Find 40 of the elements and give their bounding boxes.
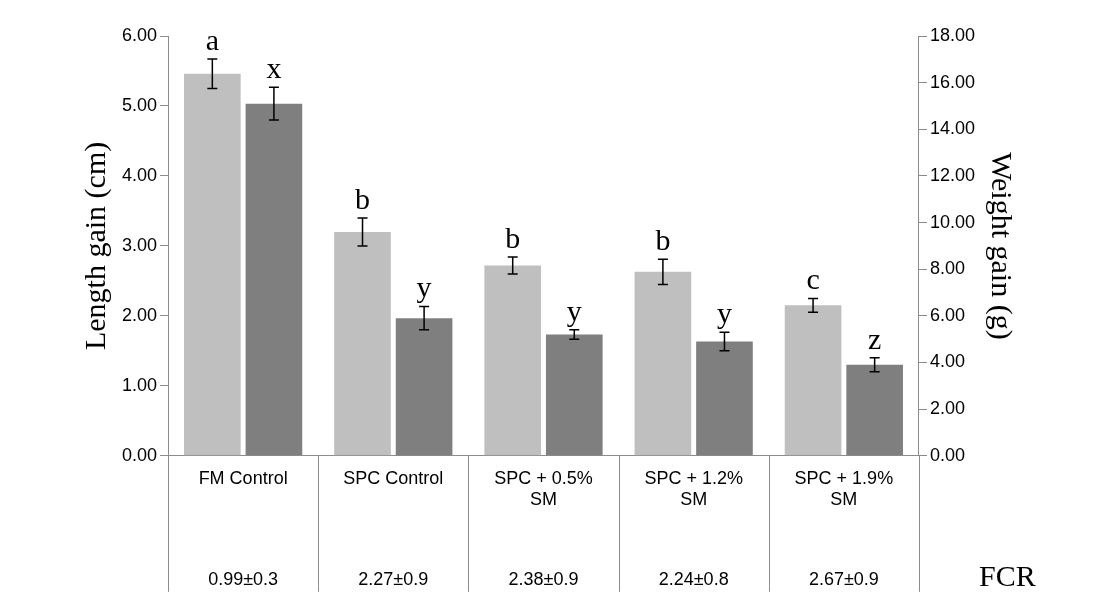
x-tick-label: SPC + 1.9% SM (794, 467, 894, 510)
y2-tick-label: 0.00 (929, 444, 965, 465)
data-label: y (566, 293, 582, 327)
data-label: y (716, 296, 732, 330)
data-label: x (266, 51, 282, 85)
data-label: y (416, 270, 432, 304)
y2-tick-label: 18.00 (929, 24, 975, 45)
data-label: b (355, 181, 371, 215)
y2-tick-label: 6.00 (929, 304, 965, 325)
text: 0.99±0.3 (208, 568, 279, 589)
y2-tick-label: 12.00 (929, 164, 975, 185)
text: 2.27±0.9 (358, 568, 429, 589)
data-label: b (655, 223, 671, 257)
text: 2.38±0.9 (508, 568, 579, 589)
y2-tick-label: 4.00 (929, 351, 965, 372)
y2-tick-label: 16.00 (929, 71, 975, 92)
x-tick-label: FM Control (198, 467, 288, 488)
y-tick-label: 3.00 (121, 234, 158, 255)
y-tick-label: 0.00 (121, 444, 158, 465)
y-tick-label: 2.00 (121, 304, 158, 325)
y-tick-label: 5.00 (121, 94, 158, 115)
y2-tick-label: 14.00 (929, 118, 975, 139)
x-tick-label: SPC Control (343, 467, 444, 488)
y2-tick-label: 8.00 (929, 258, 965, 279)
y-tick-label: 1.00 (121, 374, 158, 395)
y2-tick-label: 2.00 (929, 398, 965, 419)
data-label: z (867, 321, 882, 355)
data-label: a (205, 22, 219, 56)
x-tick-label: SPC + 0.5% SM (494, 467, 593, 510)
y2-tick-label: 10.00 (929, 211, 975, 232)
x-tick-label: SPC + 1.2% SM (644, 467, 743, 510)
data-label: c (806, 262, 820, 296)
y-axis-title: Length gain (cm) (77, 141, 112, 351)
y-tick-label: 6.00 (121, 24, 158, 45)
data-label: b (505, 220, 521, 254)
text: FCR (978, 558, 1036, 592)
text: 2.67±0.9 (808, 568, 879, 589)
text: 2.24±0.8 (658, 568, 729, 589)
y-tick-label: 4.00 (121, 164, 158, 185)
y2-axis-title: Weight gain (g) (985, 152, 1020, 340)
